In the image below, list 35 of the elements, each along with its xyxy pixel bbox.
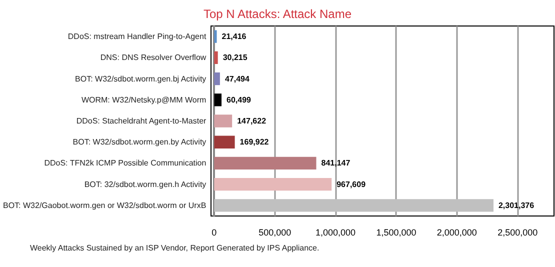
bar bbox=[214, 51, 218, 64]
y-tick-label: BOT: 32/sdbot.worm.gen.h Activity bbox=[84, 180, 206, 189]
bar bbox=[214, 199, 494, 212]
bar bbox=[214, 136, 235, 148]
x-tick-label: 2,000,000 bbox=[436, 228, 477, 238]
y-tick-label: WORM: W32/Netsky.p@MM Worm bbox=[81, 95, 207, 104]
data-label: 21,416 bbox=[222, 32, 247, 42]
bar bbox=[214, 114, 232, 128]
x-tick-label: 1,000,000 bbox=[316, 228, 356, 238]
y-tick-label: DDoS: Stacheldraht Agent-to-Master bbox=[76, 116, 207, 126]
bar bbox=[214, 72, 220, 86]
y-tick-label: BOT: W32/sdbot.worm.gen.bj Activity bbox=[75, 74, 206, 84]
data-label: 47,494 bbox=[224, 74, 250, 84]
data-label: 2,301,376 bbox=[498, 200, 535, 210]
data-label: 967,609 bbox=[336, 180, 366, 189]
bar bbox=[214, 156, 316, 170]
bar bbox=[214, 178, 332, 191]
y-tick-label: DNS: DNS Resolver Overflow bbox=[100, 53, 206, 62]
chart-title: Top N Attacks: Attack Name bbox=[203, 7, 352, 21]
data-label: 841,147 bbox=[321, 158, 351, 168]
x-tick-label: 500,000 bbox=[258, 228, 292, 238]
bar bbox=[214, 94, 222, 106]
text: Weekly Attacks Sustained by an ISP Vendor, Report Generated by IPS Appliance. bbox=[30, 244, 320, 252]
y-tick-label: DDoS: TFN2k ICMP Possible Communication bbox=[44, 158, 206, 168]
data-label: 147,622 bbox=[237, 116, 267, 126]
data-label: 30,215 bbox=[222, 53, 248, 62]
bar bbox=[214, 30, 217, 43]
data-label: 169,922 bbox=[240, 138, 270, 147]
x-tick-label: 2,500,000 bbox=[498, 228, 538, 238]
y-tick-label: BOT: W32/sdbot.worm.gen.by Activity bbox=[72, 138, 206, 147]
y-tick-label: DDoS: mstream Handler Ping-to-Agent bbox=[68, 32, 207, 42]
data-label: 60,499 bbox=[226, 95, 252, 104]
x-tick-label: 0 bbox=[212, 228, 217, 238]
x-tick-label: 1,500,000 bbox=[376, 228, 416, 238]
y-tick-label: BOT: W32/Gaobot.worm.gen or W32/sdbot.worm or UrxB bbox=[2, 200, 206, 210]
